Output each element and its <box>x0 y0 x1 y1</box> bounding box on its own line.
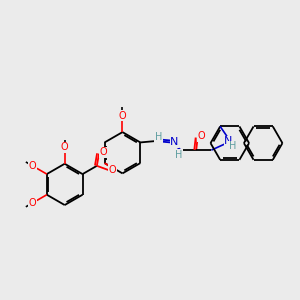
Text: H: H <box>175 150 183 160</box>
Text: O: O <box>61 142 68 152</box>
Text: N: N <box>224 136 232 146</box>
Text: O: O <box>99 147 107 157</box>
Text: H: H <box>155 132 163 142</box>
Text: O: O <box>108 165 116 175</box>
Text: N: N <box>170 137 179 147</box>
Text: O: O <box>29 198 36 208</box>
Text: O: O <box>119 111 126 121</box>
Text: H: H <box>229 141 236 151</box>
Text: O: O <box>29 161 36 171</box>
Text: O: O <box>198 131 206 141</box>
